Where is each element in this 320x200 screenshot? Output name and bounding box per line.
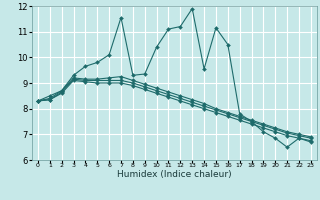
X-axis label: Humidex (Indice chaleur): Humidex (Indice chaleur) — [117, 170, 232, 179]
